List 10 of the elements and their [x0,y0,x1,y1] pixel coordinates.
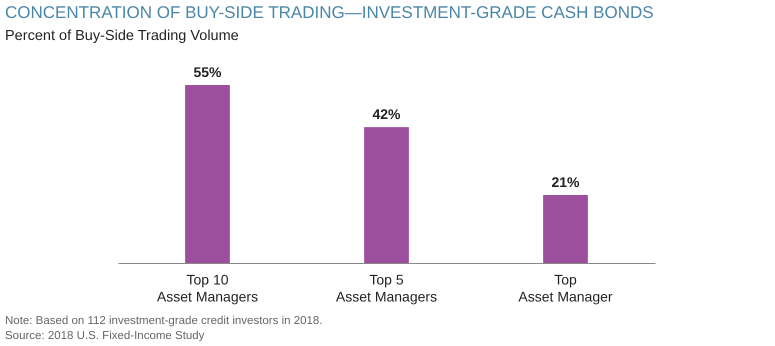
x-tick-label: Top 10 Asset Managers [156,272,258,304]
data-label: 21% [551,174,580,190]
text: Note: Based on 112 investment-grade credit investors in 2018. [5,315,322,327]
x-tick-label: Top Asset Manager [518,272,613,304]
data-label: 42% [372,106,402,122]
source-note: Source: 2018 U.S. Fixed-Income Study [5,330,205,342]
data-label: 55% [193,64,222,80]
x-tick-label: Top 5 Asset Managers [336,272,438,304]
chart-subtitle: Percent of Buy-Side Trading Volume [5,28,239,44]
chart-title: CONCENTRATION OF BUY-SIDE TRADING—INVESTMENT-GRADE CASH BONDS [5,3,654,22]
